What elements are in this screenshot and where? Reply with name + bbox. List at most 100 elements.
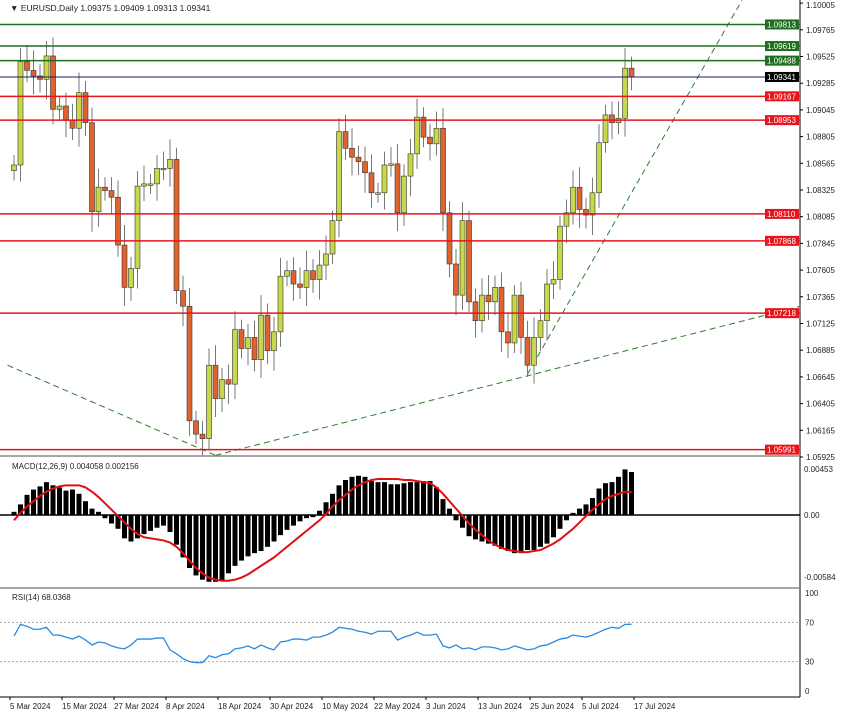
macd-histogram-bar [226, 515, 231, 574]
bullish-candle [492, 287, 498, 303]
date-tick-label: 25 Jun 2024 [530, 702, 575, 711]
macd-histogram-bar [453, 515, 459, 521]
price-tick-label: 1.07125 [806, 320, 835, 329]
bullish-candle [232, 329, 238, 385]
macd-histogram-bar [291, 515, 296, 526]
macd-histogram-bar [369, 481, 374, 515]
level-price-tag [765, 41, 799, 52]
bullish-candle [277, 275, 284, 333]
macd-histogram-bar [135, 515, 140, 539]
rsi-tick-label: 100 [805, 589, 819, 598]
bearish-candle [212, 364, 219, 399]
macd-histogram-bar [505, 515, 511, 552]
macd-histogram-bar [583, 504, 589, 515]
price-tick-label: 1.09285 [806, 79, 835, 88]
macd-histogram-bar [102, 515, 108, 519]
level-price-label: 1.08953 [767, 116, 796, 125]
level-price-tag [765, 19, 799, 30]
macd-tick-label: -0.00584 [804, 573, 836, 582]
macd-histogram-bar [421, 481, 426, 515]
bullish-candle [544, 283, 550, 322]
macd-histogram-bar [57, 487, 62, 515]
macd-histogram-bar [148, 515, 153, 531]
price-tick-label: 1.07845 [806, 239, 835, 248]
bullish-candle [258, 314, 264, 360]
macd-histogram-bar [466, 515, 472, 537]
bearish-candle [427, 136, 433, 145]
chart-title: ▼ EURUSD,Daily 1.09375 1.09409 1.09313 1… [10, 3, 210, 13]
bearish-candle [63, 105, 69, 121]
price-tick-label: 1.06165 [806, 426, 835, 435]
bearish-candle [466, 220, 472, 303]
level-price-tag [765, 55, 799, 66]
macd-histogram-bar [284, 515, 290, 530]
macd-histogram-bar [447, 508, 452, 515]
trendline [215, 305, 801, 456]
bearish-candle [628, 67, 635, 78]
macd-histogram-bar [362, 476, 368, 515]
bearish-candle [310, 270, 316, 280]
level-price-label: 1.09341 [767, 73, 796, 82]
dropdown-triangle-icon[interactable]: ▼ [10, 3, 19, 13]
level-price-tag [765, 71, 799, 82]
macd-signal-line [13, 477, 632, 582]
bullish-candle [284, 270, 290, 277]
bearish-candle [609, 114, 615, 123]
macd-histogram-bar [408, 482, 413, 515]
macd-histogram-bar [297, 515, 303, 522]
macd-histogram-bar [375, 482, 381, 515]
level-price-label: 1.08110 [767, 210, 796, 219]
date-tick-label: 15 Mar 2024 [62, 702, 107, 711]
price-tick-label: 1.10005 [806, 1, 835, 10]
price-tick-label: 1.07605 [806, 266, 835, 275]
macd-histogram-bar [96, 511, 101, 515]
bullish-candle [219, 379, 225, 399]
price-tick-label: 1.06645 [806, 373, 835, 382]
macd-histogram-bar [245, 515, 251, 557]
bearish-candle [505, 331, 511, 344]
bearish-candle [199, 433, 206, 439]
macd-histogram-bar [109, 515, 114, 524]
macd-histogram-bar [50, 485, 56, 515]
level-price-tag [765, 308, 799, 319]
bullish-candle [76, 92, 82, 129]
date-tick-label: 8 Apr 2024 [166, 702, 205, 711]
date-tick-label: 22 May 2024 [374, 702, 421, 711]
macd-histogram-bar [434, 487, 439, 515]
level-price-label: 1.09619 [767, 42, 796, 51]
date-tick-label: 5 Jul 2024 [582, 702, 619, 711]
bullish-candle [167, 159, 173, 169]
bearish-candle [524, 337, 531, 366]
bullish-candle [602, 114, 609, 144]
macd-histogram-bar [239, 515, 244, 561]
date-tick-label: 13 Jun 2024 [478, 702, 523, 711]
bullish-candle [459, 220, 466, 296]
bullish-candle [388, 163, 394, 166]
macd-histogram-bar [512, 515, 517, 554]
bullish-candle [596, 142, 602, 194]
macd-histogram-bar [570, 512, 576, 515]
bullish-candle [381, 164, 388, 194]
bearish-candle [121, 244, 128, 288]
price-tick-label: 1.08805 [806, 133, 835, 142]
bearish-candle [420, 116, 427, 138]
price-tick-label: 1.07365 [806, 293, 835, 302]
level-price-tag [765, 91, 799, 102]
level-price-tag [765, 208, 799, 219]
bearish-candle [440, 127, 446, 214]
bullish-candle [303, 270, 310, 288]
date-tick-label: 27 Mar 2024 [114, 702, 159, 711]
level-price-label: 1.07218 [767, 309, 796, 318]
macd-histogram-bar [330, 493, 335, 515]
macd-histogram-bar [414, 482, 420, 515]
macd-histogram-bar [349, 476, 355, 515]
bearish-candle [50, 55, 56, 110]
bearish-candle [342, 131, 349, 149]
bullish-candle [511, 294, 518, 344]
macd-histogram-bar [538, 515, 543, 547]
bearish-candle [115, 196, 121, 246]
bullish-candle [316, 264, 323, 280]
bearish-candle [518, 294, 524, 338]
